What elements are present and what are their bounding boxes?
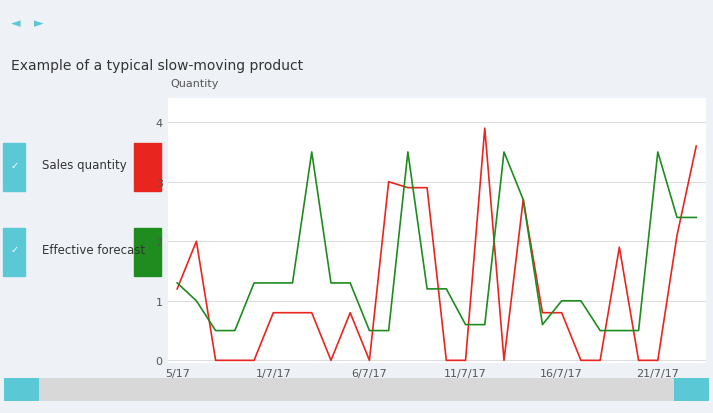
Text: ✓: ✓ (10, 160, 19, 170)
FancyBboxPatch shape (4, 144, 25, 192)
Text: Quantity: Quantity (170, 78, 219, 88)
Text: Sales quantity: Sales quantity (42, 159, 127, 172)
Text: Effective forecast: Effective forecast (42, 243, 145, 256)
FancyBboxPatch shape (134, 144, 161, 192)
Text: ✓: ✓ (10, 245, 19, 255)
FancyBboxPatch shape (674, 378, 709, 401)
FancyBboxPatch shape (4, 378, 709, 401)
FancyBboxPatch shape (134, 229, 161, 276)
FancyBboxPatch shape (4, 229, 25, 276)
Text: ◄: ◄ (11, 17, 21, 30)
FancyBboxPatch shape (4, 378, 39, 401)
Text: Example of a typical slow-moving product: Example of a typical slow-moving product (11, 59, 303, 73)
Text: ►: ► (34, 17, 44, 30)
